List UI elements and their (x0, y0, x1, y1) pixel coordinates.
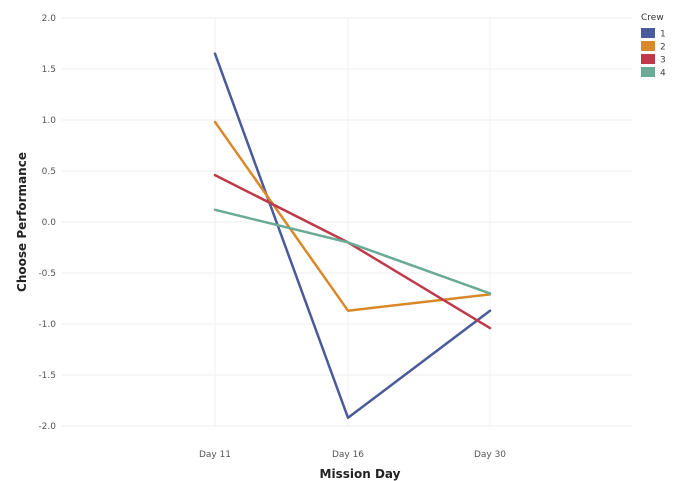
y-tick-label: 0.5 (42, 167, 56, 177)
y-tick-label: -1.0 (38, 320, 56, 330)
legend-swatch-crew-1 (641, 28, 655, 38)
legend-swatch-crew-2 (641, 41, 655, 51)
legend-label-crew-3: 3 (660, 56, 666, 66)
series-line-crew-1 (213, 52, 492, 420)
y-tick-label: -2.0 (38, 422, 56, 432)
legend-label-crew-1: 1 (660, 30, 666, 40)
y-axis-title: Choose Performance (15, 152, 29, 292)
series-lines (213, 52, 492, 420)
x-tick-label: Day 30 (474, 450, 506, 460)
y-tick-label: 1.0 (42, 116, 57, 126)
y-tick-label: 1.5 (42, 65, 56, 75)
x-tick-label: Day 16 (332, 450, 364, 460)
legend-label-crew-2: 2 (660, 43, 666, 53)
legend-swatch-crew-3 (641, 54, 655, 64)
series-line-crew-4 (213, 208, 492, 295)
legend-title: Crew (641, 13, 664, 23)
series-line-crew-2 (213, 120, 492, 312)
x-tick-label: Day 11 (199, 450, 231, 460)
legend-swatch-crew-4 (641, 67, 655, 77)
x-axis-title: Mission Day (320, 467, 401, 481)
y-tick-label: 0.0 (42, 218, 57, 228)
y-tick-label: -0.5 (38, 269, 56, 279)
legend-label-crew-4: 4 (660, 69, 666, 79)
y-tick-labels: 2.0 1.5 1.0 0.5 0.0 -0.5 -1.0 -1.5 -2.0 (38, 14, 56, 432)
series-line-crew-3 (213, 173, 492, 330)
y-tick-label: -1.5 (38, 371, 56, 381)
x-tick-labels: Day 11 Day 16 Day 30 (199, 450, 506, 460)
grid-lines (62, 17, 632, 427)
y-tick-label: 2.0 (42, 14, 57, 24)
legend: Crew 1 2 3 4 (641, 13, 666, 79)
